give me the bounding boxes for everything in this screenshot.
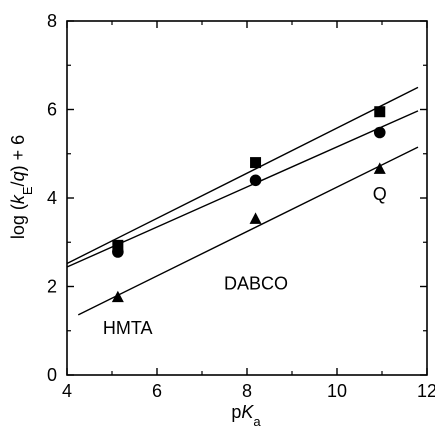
y-tick-label: 2: [47, 277, 57, 297]
triangle-marker: [373, 162, 386, 174]
square-fit-line: [66, 86, 419, 265]
markers-layer: [111, 106, 386, 303]
x-axis-title: pKa: [231, 402, 261, 429]
y-axis-title: log (kE/q) + 6: [8, 135, 35, 239]
circle-fit-line: [66, 110, 419, 268]
ticks-layer: 4 6 8 10 12 0 2 4 6 8: [47, 11, 435, 401]
square-marker: [374, 106, 386, 118]
y-axis-title-slash: /: [8, 181, 28, 186]
y-tick-label: 8: [47, 11, 57, 31]
circle-marker: [112, 246, 124, 258]
x-tick-label: 12: [417, 381, 435, 401]
x-axis-title-subscript: a: [253, 414, 261, 429]
square-marker: [112, 239, 124, 251]
y-tick-label: 6: [47, 100, 57, 120]
circle-marker: [249, 174, 262, 187]
y-tick-label: 0: [47, 365, 57, 385]
y-axis-title-k: k: [8, 194, 28, 204]
point-annotation: Q: [373, 184, 387, 204]
labels-layer: HMTA DABCO Q: [103, 184, 387, 338]
y-axis-title-prefix: log (: [8, 204, 28, 239]
y-axis-title-subscript: E: [20, 186, 35, 195]
y-axis-title-suffix: ) + 6: [8, 135, 28, 172]
point-annotation: DABCO: [224, 274, 288, 294]
x-tick-label: 10: [327, 381, 347, 401]
x-tick-label: 6: [152, 381, 162, 401]
triangle-marker: [111, 290, 124, 303]
triangle-fit-line: [77, 146, 419, 316]
y-tick-label: 4: [47, 188, 57, 208]
circle-marker: [373, 126, 386, 139]
x-axis-title-prefix: p: [231, 402, 241, 422]
fit-lines-layer: [66, 86, 419, 316]
y-axis-title-q: q: [8, 171, 28, 181]
square-marker: [250, 157, 262, 169]
triangle-marker: [249, 212, 262, 224]
x-axis-title-italic: K: [241, 402, 254, 422]
x-tick-label: 4: [62, 381, 72, 401]
x-tick-label: 8: [242, 381, 252, 401]
point-annotation: HMTA: [103, 318, 153, 338]
